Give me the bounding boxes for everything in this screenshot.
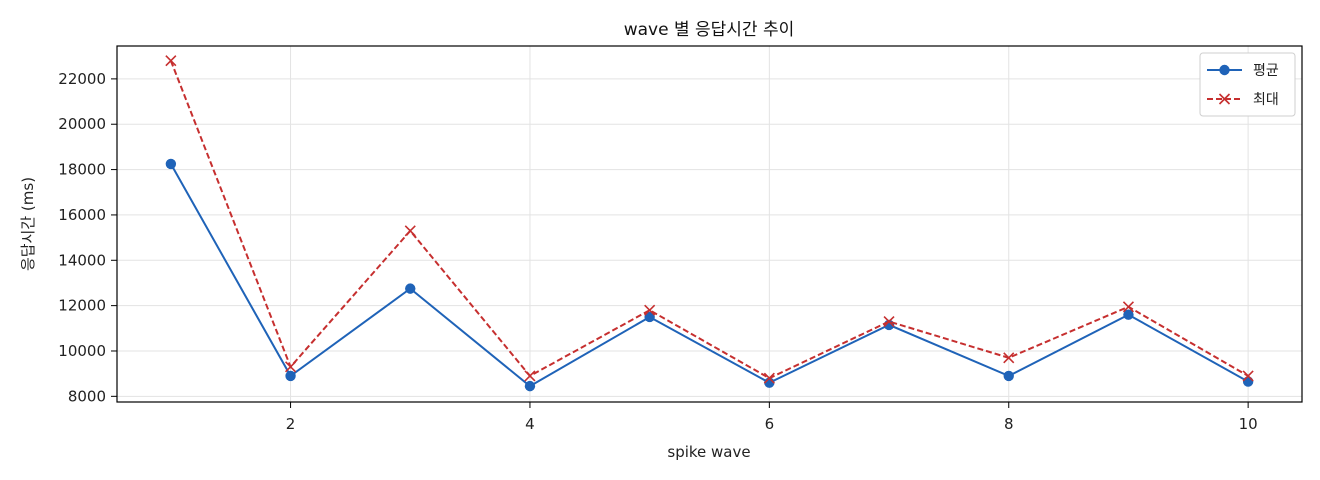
x-axis-title: spike wave (667, 443, 750, 461)
data-point (763, 372, 775, 384)
data-point (1003, 352, 1015, 364)
y-tick-label: 10000 (58, 342, 106, 360)
series-line (169, 60, 1249, 380)
series-2 (165, 55, 1254, 384)
legend-label: 평균 (1253, 63, 1279, 79)
y-tick-label: 22000 (58, 70, 106, 88)
y-tick-label: 8000 (68, 387, 106, 405)
legend-marker (1218, 93, 1231, 105)
y-axis: 8000 10000 12000 14000 16000 18000 20000 22000 (58, 70, 117, 405)
x-tick-label: 6 (765, 415, 775, 433)
data-point (1003, 370, 1014, 382)
data-point (1242, 370, 1254, 382)
y-tick-label: 14000 (58, 251, 106, 269)
data-point (883, 315, 895, 328)
data-point (524, 380, 536, 392)
x-tick-label: 10 (1239, 415, 1258, 433)
legend-label: 최대 (1253, 92, 1279, 108)
plot-area-frame (116, 45, 1303, 403)
grid-lines (117, 46, 1302, 402)
data-point (1123, 309, 1134, 320)
data-point (165, 158, 177, 170)
y-tick-label: 20000 (58, 115, 106, 133)
data-point (644, 304, 656, 316)
series-layer (165, 55, 1254, 392)
x-tick-label: 2 (286, 415, 296, 433)
chart-title: wave 별 응답시간 추이 (624, 20, 795, 40)
series-line (169, 163, 1249, 388)
legend-marker (1219, 64, 1230, 76)
x-axis: 2 4 6 8 10 (286, 402, 1258, 433)
data-point (1242, 376, 1254, 387)
data-point (285, 370, 296, 382)
series-1 (165, 158, 1254, 392)
x-tick-label: 4 (525, 415, 535, 433)
data-point (405, 283, 416, 294)
y-tick-label: 16000 (58, 206, 106, 224)
legend-box (1199, 52, 1296, 117)
data-point (644, 311, 655, 323)
y-axis-title: 응답시간 (ms) (19, 177, 37, 271)
data-point (404, 225, 416, 237)
data-point (284, 361, 297, 373)
data-point (165, 55, 177, 67)
y-tick-label: 18000 (58, 161, 106, 179)
y-tick-label: 12000 (58, 297, 106, 315)
data-point (1122, 301, 1135, 313)
x-tick-label: 8 (1004, 415, 1014, 433)
data-point (524, 370, 536, 382)
